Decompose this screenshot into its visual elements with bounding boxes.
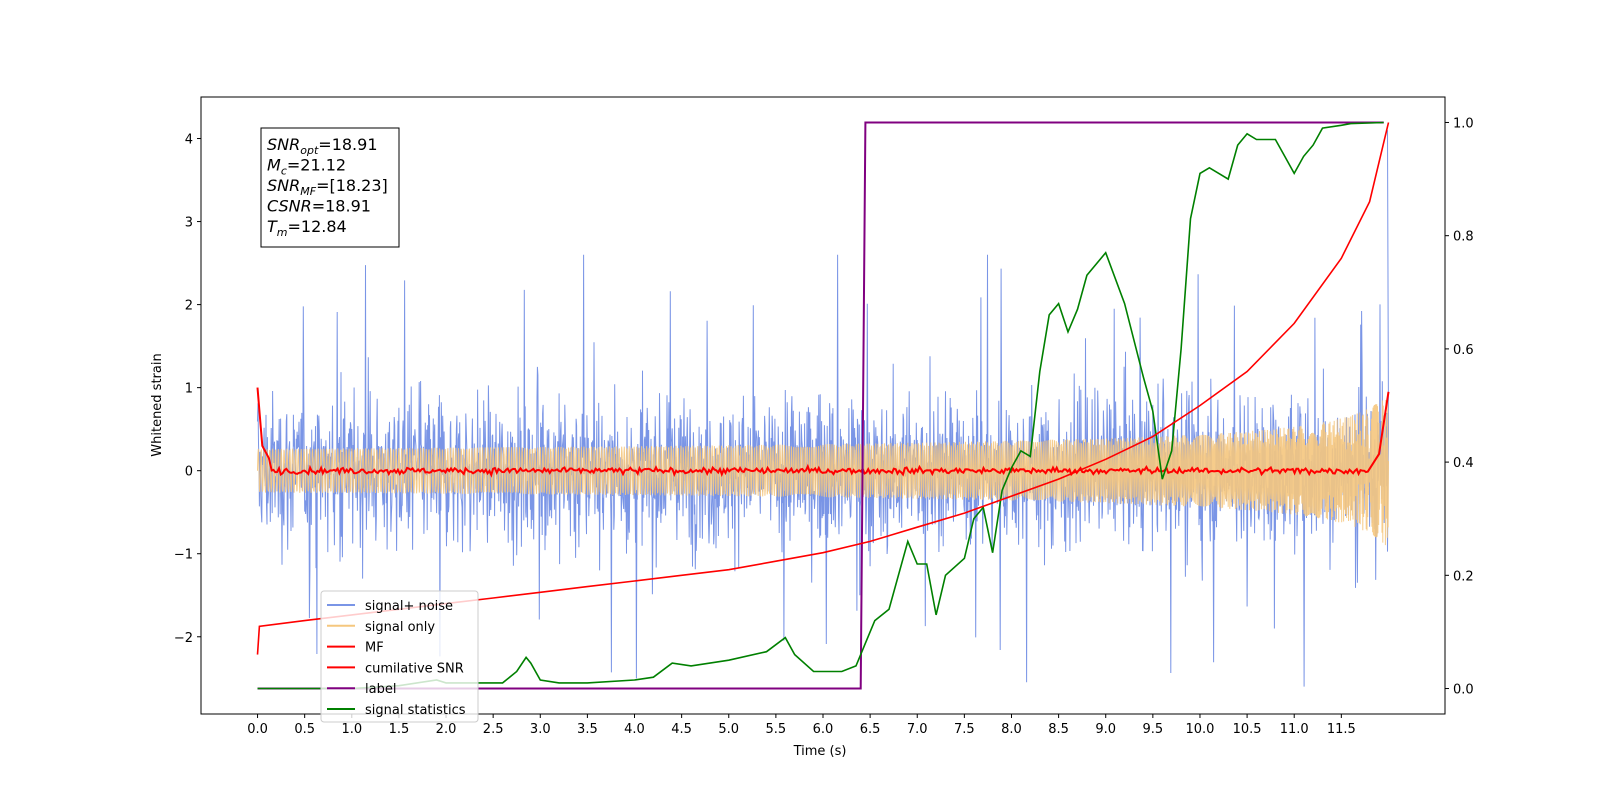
x-tick-label: 4.0: [624, 722, 645, 737]
x-tick-label: 0.0: [247, 722, 268, 737]
y-tick-label: 3: [185, 216, 193, 231]
info-box-row: SNRMF=[18.23]: [267, 176, 388, 198]
legend-label: MF: [365, 641, 384, 656]
y-tick-label: 1: [185, 382, 193, 397]
x-tick-label: 11.5: [1327, 722, 1356, 737]
series-signal-statistics: [257, 121, 1384, 690]
y2-tick-label: 0.0: [1453, 683, 1474, 698]
x-tick-label: 9.0: [1095, 722, 1116, 737]
legend: signal+ noise signal only MF cumilative SNR…: [320, 590, 479, 723]
info-box-row: Mc=21.12: [267, 156, 346, 178]
info-box-row: CSNR=18.91: [267, 197, 371, 216]
x-tick-label: 5.5: [766, 722, 787, 737]
y-tick-label: −2: [174, 631, 193, 646]
x-tick-label: 6.0: [813, 722, 834, 737]
series-mf: [256, 387, 1390, 478]
x-axis-ticks: 0.0 0.5 1.0 1.5 2.0 2.5 3.0 3.5 4.0 4.5 5.0 5.5 6.0 6…: [247, 714, 1356, 737]
legend-label: cumilative SNR: [365, 661, 464, 676]
plot-layer: [256, 121, 1390, 690]
legend-label: signal only: [365, 620, 435, 635]
y-tick-label: 4: [185, 133, 193, 148]
info-box-frame: [260, 127, 400, 248]
y-tick-label: 0: [185, 465, 193, 480]
x-tick-label: 2.5: [483, 722, 504, 737]
info-box-row: SNRopt=18.91: [267, 135, 378, 157]
x-tick-label: 3.0: [530, 722, 551, 737]
x-tick-label: 1.0: [341, 722, 362, 737]
x-tick-label: 1.5: [389, 722, 410, 737]
y2-tick-label: 0.2: [1453, 569, 1474, 584]
legend-label: signal statistics: [365, 703, 466, 718]
x-tick-label: 11.0: [1280, 722, 1309, 737]
legend-label: label: [365, 682, 396, 697]
y-tick-label: 2: [185, 299, 193, 314]
info-box: SNRopt=18.91Mc=21.12SNRMF=[18.23]CSNR=18…: [260, 127, 400, 248]
x-axis-label: Time (s): [793, 744, 847, 759]
x-tick-label: 7.0: [907, 722, 928, 737]
x-tick-label: 6.5: [860, 722, 881, 737]
x-tick-label: 8.0: [1001, 722, 1022, 737]
y-axis-left-ticks: −2 −1 0 1 2 3 4: [174, 133, 201, 646]
x-tick-label: 3.5: [577, 722, 598, 737]
x-tick-label: 10.0: [1185, 722, 1214, 737]
series-signal-only: [257, 393, 1389, 546]
info-box-row: Tm=12.84: [267, 217, 347, 239]
legend-label: signal+ noise: [365, 599, 453, 614]
x-tick-label: 8.5: [1048, 722, 1069, 737]
y2-tick-label: 0.6: [1453, 343, 1474, 358]
x-tick-label: 7.5: [954, 722, 975, 737]
x-tick-label: 0.5: [294, 722, 315, 737]
x-tick-label: 5.0: [718, 722, 739, 737]
y-axis-label: Whitened strain: [150, 353, 165, 456]
y-axis-right-ticks: 0.0 0.2 0.4 0.6 0.8 1.0: [1445, 116, 1474, 698]
legend-frame: [320, 590, 479, 723]
y2-tick-label: 0.8: [1453, 230, 1474, 245]
x-tick-label: 10.5: [1233, 722, 1262, 737]
x-tick-label: 4.5: [671, 722, 692, 737]
x-tick-label: 2.0: [436, 722, 457, 737]
y-tick-label: −1: [174, 548, 193, 563]
x-tick-label: 9.5: [1143, 722, 1164, 737]
y2-tick-label: 0.4: [1453, 456, 1474, 471]
series-label: [257, 121, 1384, 690]
y2-tick-label: 1.0: [1453, 116, 1474, 131]
